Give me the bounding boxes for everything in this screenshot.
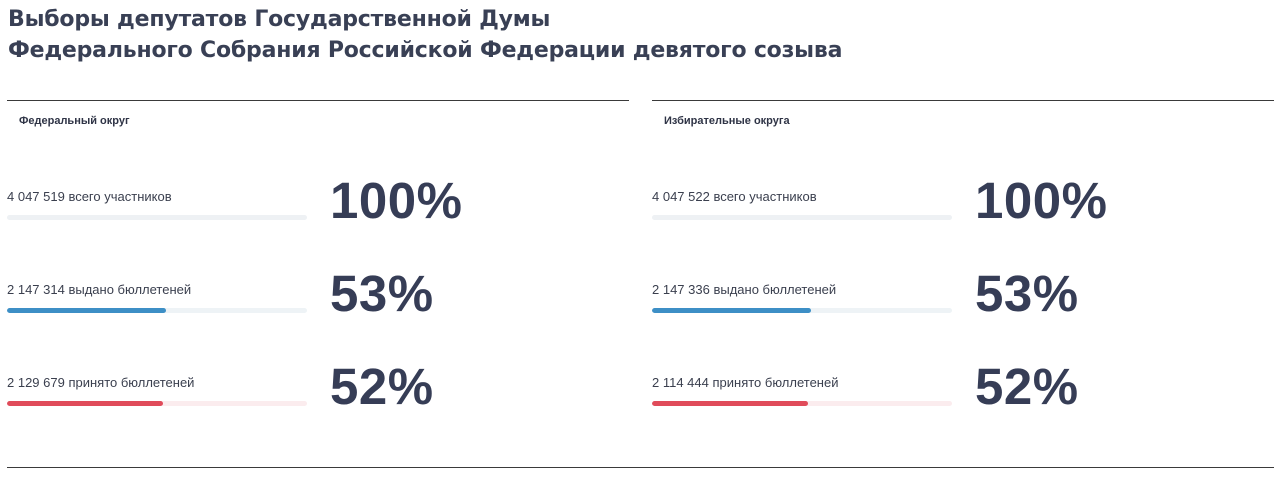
section-title: Федеральный округ [19, 115, 130, 127]
stat-label: 4 047 522 всего участников [652, 189, 817, 204]
stat-ballots-received: 2 129 679 принято бюллетеней 52% [7, 358, 629, 435]
stat-percent: 52% [330, 358, 434, 415]
progress-fill [7, 215, 307, 220]
section-divider [7, 100, 629, 101]
progress-fill [7, 401, 163, 406]
bottom-divider [7, 467, 1274, 468]
stat-percent: 52% [975, 358, 1079, 415]
stat-ballots-issued: 2 147 336 выдано бюллетеней 53% [652, 265, 1274, 342]
section-electoral-districts: Избирательные округа 4 047 522 всего уча… [652, 100, 1274, 430]
progress-fill [7, 308, 166, 313]
stat-total-participants: 4 047 522 всего участников 100% [652, 172, 1274, 249]
progress-bar [7, 401, 307, 406]
page-title-line-1: Выборы депутатов Государственной Думы [8, 7, 551, 32]
section-federal-district: Федеральный округ 4 047 519 всего участн… [7, 100, 629, 430]
section-divider [652, 100, 1274, 101]
progress-bar [7, 308, 307, 313]
progress-fill [652, 401, 808, 406]
stat-label: 2 147 314 выдано бюллетеней [7, 282, 192, 297]
progress-bar [7, 215, 307, 220]
progress-bar [652, 308, 952, 313]
stat-label: 4 047 519 всего участников [7, 189, 172, 204]
stat-percent: 53% [330, 265, 434, 322]
section-title: Избирательные округа [664, 115, 790, 127]
stat-label: 2 147 336 выдано бюллетеней [652, 282, 837, 297]
progress-fill [652, 308, 811, 313]
stat-ballots-received: 2 114 444 принято бюллетеней 52% [652, 358, 1274, 435]
progress-bar [652, 215, 952, 220]
stat-percent: 100% [330, 172, 463, 229]
stat-percent: 100% [975, 172, 1108, 229]
stat-total-participants: 4 047 519 всего участников 100% [7, 172, 629, 249]
page-title-line-2: Федерального Собрания Российской Федерац… [8, 38, 843, 63]
stat-percent: 53% [975, 265, 1079, 322]
progress-bar [652, 401, 952, 406]
page-title: Выборы депутатов Государственной Думы Фе… [8, 4, 842, 66]
stat-ballots-issued: 2 147 314 выдано бюллетеней 53% [7, 265, 629, 342]
progress-fill [652, 215, 952, 220]
stat-label: 2 114 444 принято бюллетеней [652, 375, 839, 390]
stat-label: 2 129 679 принято бюллетеней [7, 375, 195, 390]
